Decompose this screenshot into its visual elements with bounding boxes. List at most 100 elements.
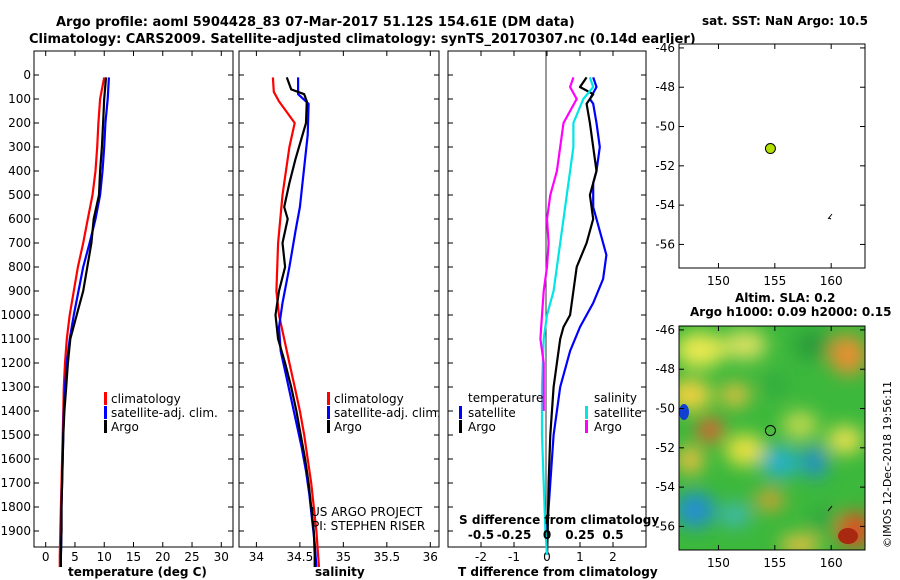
legend-swatch-sal-satellite (585, 406, 588, 419)
sla-heatmap (679, 326, 865, 550)
temperature-panel: 0 5 10 15 20 25 300100200300400500600700800900… (0, 50, 234, 579)
legend-swatch-temp-argo (459, 420, 462, 433)
sla-map-coastline (827, 505, 833, 512)
sla-map-frame (678, 325, 866, 551)
x-tick-label: 35.5 (373, 550, 400, 564)
s-difference-tick-label: -0.25 (497, 528, 532, 542)
legend-label-satellite: satellite-adj. clim. (111, 406, 218, 420)
map-y-tick-label: -46 (655, 41, 675, 55)
series-line-climatology (271, 77, 321, 568)
watermark: ©IMOS 12-Dec-2018 19:56:11 (881, 381, 894, 548)
map-y-tick-label: -48 (655, 362, 675, 376)
map-y-tick-label: -46 (655, 323, 675, 337)
temperature-x-axis-label: temperature (deg C) (68, 565, 207, 579)
difference-axes-frame (447, 50, 647, 548)
sla-map-subtitle: Argo h1000: 0.09 h2000: 0.15 (690, 305, 891, 319)
sla-map-title: Altim. SLA: 0.2 (735, 291, 836, 305)
y-tick-label: 100 (8, 92, 31, 106)
salinity-panel: 34 34.5 35 35.5 36 climatology satellite-adj… (238, 50, 441, 579)
map-x-tick-label: 155 (763, 274, 786, 288)
legend-swatch-satellite (104, 406, 107, 419)
salinity-legend: climatology satellite-adj. clim. Argo (327, 392, 441, 434)
difference-legend: temperature satellite Argo salinity sate… (459, 391, 642, 434)
legend-swatch-argo (327, 420, 330, 433)
y-tick-label: 600 (8, 212, 31, 226)
legend-swatch-satellite (327, 406, 330, 419)
map-y-tick-label: -54 (655, 480, 675, 494)
y-tick-label: 1900 (0, 524, 31, 538)
x-tick-label: 25 (184, 550, 199, 564)
series-line-salinity-argo (539, 77, 578, 411)
legend-swatch-sal-argo (585, 420, 588, 433)
y-tick-label: 0 (23, 68, 31, 82)
x-tick-label: 2 (609, 550, 617, 564)
salinity-x-axis-label: salinity (315, 565, 365, 579)
map-y-tick-label: -54 (655, 198, 675, 212)
x-tick-label: 10 (97, 550, 112, 564)
legend-swatch-argo (104, 420, 107, 433)
legend-swatch-climatology (104, 392, 107, 405)
temperature-legend: climatology satellite-adj. clim. Argo (104, 392, 218, 434)
x-tick-label: 30 (214, 550, 229, 564)
x-tick-label: -1 (508, 550, 520, 564)
sla-high-anomaly (838, 528, 858, 544)
y-tick-label: 700 (8, 236, 31, 250)
y-tick-label: 900 (8, 284, 31, 298)
series-line-temperature-satellite (545, 77, 608, 555)
legend-label-argo: Argo (334, 420, 362, 434)
sla-map-panel: Altim. SLA: 0.2 Argo h1000: 0.09 h2000: … (655, 291, 891, 570)
series-line-argo (274, 77, 316, 567)
salinity-axes-frame (238, 50, 440, 548)
map-x-tick-label: 160 (820, 556, 843, 570)
y-tick-label: 400 (8, 164, 31, 178)
x-tick-label: 20 (155, 550, 170, 564)
legend-label-satellite: satellite-adj. clim. (334, 406, 441, 420)
legend-label-sal-satellite: satellite (594, 406, 642, 420)
x-tick-label: -2 (475, 550, 487, 564)
argo-position-marker (764, 425, 776, 437)
y-tick-label: 1400 (0, 404, 31, 418)
map-y-tick-label: -52 (655, 159, 675, 173)
x-tick-label: 36 (423, 550, 438, 564)
sst-map-title: sat. SST: NaN Argo: 10.5 (702, 14, 868, 28)
legend-label-temp-satellite: satellite (468, 406, 516, 420)
legend-label-temp-argo: Argo (468, 420, 496, 434)
map-y-tick-label: -50 (655, 402, 675, 416)
legend-swatch-climatology (327, 392, 330, 405)
x-tick-label: 1 (576, 550, 584, 564)
s-difference-tick-label: 0 (543, 528, 551, 542)
map-y-tick-label: -48 (655, 80, 675, 94)
sla-low-anomaly (679, 404, 689, 420)
figure-title-line2: Climatology: CARS2009. Satellite-adjuste… (29, 32, 696, 47)
y-tick-label: 200 (8, 116, 31, 130)
series-line-salinity-satellite (540, 77, 595, 556)
legend-label-climatology: climatology (111, 392, 181, 406)
legend-label-climatology: climatology (334, 392, 404, 406)
y-tick-label: 1700 (0, 476, 31, 490)
argo-position-marker (764, 143, 776, 155)
y-tick-label: 1800 (0, 500, 31, 514)
x-tick-label: 15 (126, 550, 141, 564)
legend-label-sal-argo: Argo (594, 420, 622, 434)
s-difference-tick-label: 0.5 (602, 528, 623, 542)
x-tick-label: 0 (42, 550, 50, 564)
sla-field (679, 330, 865, 550)
y-tick-label: 300 (8, 140, 31, 154)
map-y-tick-label: -50 (655, 120, 675, 134)
y-tick-label: 1100 (0, 332, 31, 346)
sst-map-frame (678, 43, 866, 269)
legend-swatch-temp-satellite (459, 406, 462, 419)
y-tick-label: 1600 (0, 452, 31, 466)
map-y-tick-label: -52 (655, 441, 675, 455)
series-line-temperature-argo (545, 76, 598, 556)
legend-label-argo: Argo (111, 420, 139, 434)
s-difference-tick-label: -0.5 (468, 528, 494, 542)
legend-title-salinity: salinity (594, 391, 637, 405)
y-tick-label: 1200 (0, 356, 31, 370)
map-x-tick-label: 150 (707, 274, 730, 288)
x-tick-label: 5 (71, 550, 79, 564)
map-x-tick-label: 160 (820, 274, 843, 288)
s-difference-label: S difference from climatology (459, 513, 659, 527)
y-tick-label: 1300 (0, 380, 31, 394)
